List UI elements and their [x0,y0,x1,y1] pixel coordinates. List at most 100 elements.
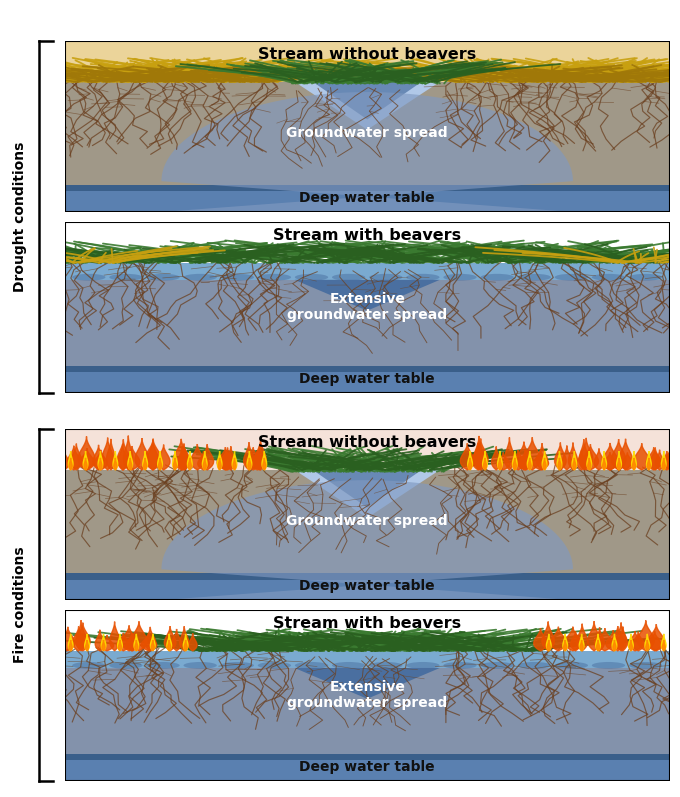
Ellipse shape [146,662,180,669]
Polygon shape [217,447,234,470]
Bar [65,366,670,372]
Polygon shape [118,445,127,470]
Polygon shape [126,634,139,651]
Polygon shape [134,634,139,651]
Polygon shape [129,458,132,470]
Polygon shape [145,438,162,470]
Polygon shape [469,458,471,470]
Polygon shape [121,626,137,651]
Bar [65,263,670,366]
Ellipse shape [369,274,403,281]
Text: Stream with beavers: Stream with beavers [273,616,461,630]
Polygon shape [68,451,73,470]
Polygon shape [524,438,540,470]
Bar [65,82,670,185]
Polygon shape [167,634,171,651]
Polygon shape [645,634,649,651]
Bar [65,651,670,754]
Bar [65,668,670,754]
Polygon shape [606,630,621,651]
Polygon shape [588,622,600,651]
Polygon shape [173,451,177,470]
Polygon shape [102,640,105,651]
Polygon shape [73,626,85,651]
Ellipse shape [258,274,291,281]
Polygon shape [614,453,624,470]
Polygon shape [262,451,267,470]
Text: Stream with beavers: Stream with beavers [273,228,461,242]
Bar [65,429,670,470]
Polygon shape [513,451,517,470]
Polygon shape [646,447,661,470]
Polygon shape [579,438,593,470]
Ellipse shape [443,274,477,281]
Polygon shape [59,450,69,470]
Polygon shape [68,634,73,651]
Polygon shape [150,634,155,651]
Polygon shape [649,631,661,651]
Text: Groundwater spread: Groundwater spread [286,126,448,140]
Polygon shape [173,439,189,470]
Polygon shape [615,622,626,651]
Text: Extensive
groundwater spread: Extensive groundwater spread [287,292,447,322]
Polygon shape [547,640,550,651]
Polygon shape [113,451,118,470]
Polygon shape [135,640,138,651]
Polygon shape [613,640,616,651]
Polygon shape [646,640,649,651]
Polygon shape [114,458,117,470]
Ellipse shape [332,662,365,669]
Polygon shape [617,451,622,470]
Polygon shape [550,626,566,651]
Polygon shape [568,442,577,470]
Polygon shape [617,458,621,470]
Polygon shape [117,439,129,470]
Polygon shape [233,458,236,470]
Ellipse shape [629,662,662,669]
Polygon shape [563,634,568,651]
Polygon shape [188,634,197,651]
Polygon shape [190,444,204,470]
Polygon shape [628,634,633,651]
Polygon shape [611,626,624,651]
Polygon shape [662,640,665,651]
Polygon shape [95,450,107,470]
Text: Stream without beavers: Stream without beavers [258,47,476,61]
Text: Fire conditions: Fire conditions [14,547,27,663]
Polygon shape [542,622,554,651]
Polygon shape [219,450,233,470]
Polygon shape [313,470,422,508]
Polygon shape [157,445,170,470]
Polygon shape [597,628,613,651]
Polygon shape [145,627,156,651]
Polygon shape [496,453,510,470]
Polygon shape [294,470,440,518]
Polygon shape [519,451,533,470]
Polygon shape [520,450,530,470]
Polygon shape [313,82,422,120]
Polygon shape [555,442,566,470]
Polygon shape [253,446,266,470]
Polygon shape [571,631,580,651]
Polygon shape [158,451,163,470]
Polygon shape [218,451,222,470]
Polygon shape [483,451,488,470]
Polygon shape [579,439,588,470]
Polygon shape [656,450,664,470]
Polygon shape [218,458,221,470]
Polygon shape [116,633,130,651]
Polygon shape [460,443,475,470]
Polygon shape [250,450,265,470]
Polygon shape [247,451,252,470]
Polygon shape [248,458,251,470]
Polygon shape [498,451,503,470]
Polygon shape [577,624,588,651]
Ellipse shape [369,662,403,669]
Polygon shape [263,458,266,470]
Polygon shape [76,620,86,651]
Polygon shape [143,458,147,470]
Polygon shape [126,633,137,651]
Polygon shape [542,451,547,470]
Polygon shape [102,438,114,470]
Polygon shape [474,436,484,470]
